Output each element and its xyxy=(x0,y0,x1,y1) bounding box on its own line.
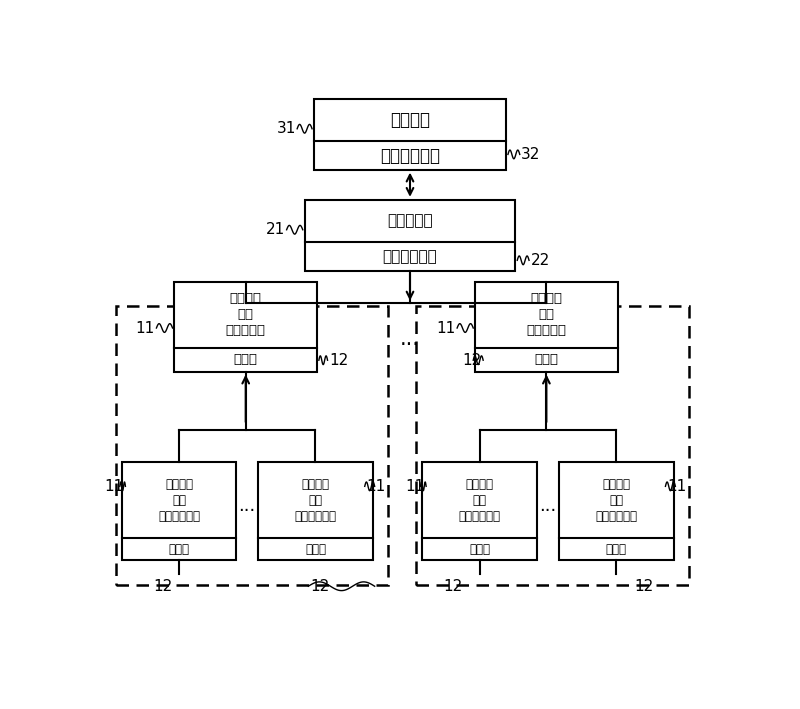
Text: 节点机: 节点机 xyxy=(234,354,258,367)
Bar xyxy=(416,306,689,585)
Text: 22: 22 xyxy=(530,253,550,268)
Bar xyxy=(314,99,506,169)
Text: 12: 12 xyxy=(444,579,463,593)
Text: 监控代理
程序
（数据源）: 监控代理 程序 （数据源） xyxy=(526,292,566,337)
Bar xyxy=(422,462,537,560)
Text: 监控代理
程序
（非数据源）: 监控代理 程序 （非数据源） xyxy=(158,478,200,523)
Text: 32: 32 xyxy=(522,147,541,162)
Bar xyxy=(122,462,237,560)
Text: 11: 11 xyxy=(406,479,425,494)
Text: 节点机: 节点机 xyxy=(169,542,190,556)
Text: 12: 12 xyxy=(310,579,329,593)
Text: 监控代理
程序
（数据源）: 监控代理 程序 （数据源） xyxy=(226,292,266,337)
Text: 11: 11 xyxy=(667,479,686,494)
Text: ...: ... xyxy=(238,497,256,515)
Text: 节点机: 节点机 xyxy=(534,354,558,367)
Text: 监控代理
程序
（非数据源）: 监控代理 程序 （非数据源） xyxy=(458,478,501,523)
Text: 监控代理
程序
（非数据源）: 监控代理 程序 （非数据源） xyxy=(595,478,637,523)
Bar xyxy=(475,281,618,372)
Text: 监控代理
程序
（非数据源）: 监控代理 程序 （非数据源） xyxy=(294,478,337,523)
Text: 11: 11 xyxy=(436,320,455,335)
Text: 21: 21 xyxy=(266,222,285,238)
Text: 主控制台主机: 主控制台主机 xyxy=(380,147,440,164)
Text: ...: ... xyxy=(539,497,557,515)
Text: 系统监控主机: 系统监控主机 xyxy=(382,249,438,264)
Text: 12: 12 xyxy=(329,353,348,368)
Bar xyxy=(305,200,515,271)
Text: 11: 11 xyxy=(366,479,386,494)
Text: 节点机: 节点机 xyxy=(305,542,326,556)
Bar xyxy=(558,462,674,560)
Bar xyxy=(258,462,373,560)
Text: 12: 12 xyxy=(462,353,482,368)
Bar xyxy=(174,281,317,372)
Text: 图形界面: 图形界面 xyxy=(390,111,430,129)
Text: 11: 11 xyxy=(136,320,155,335)
Text: 主监控程序: 主监控程序 xyxy=(387,213,433,228)
Text: 11: 11 xyxy=(105,479,124,494)
Text: 12: 12 xyxy=(154,579,173,593)
Text: 节点机: 节点机 xyxy=(606,542,626,556)
Text: 12: 12 xyxy=(634,579,654,593)
Text: 节点机: 节点机 xyxy=(470,542,490,556)
Bar xyxy=(115,306,388,585)
Text: ...: ... xyxy=(400,329,420,349)
Text: 31: 31 xyxy=(276,121,296,136)
